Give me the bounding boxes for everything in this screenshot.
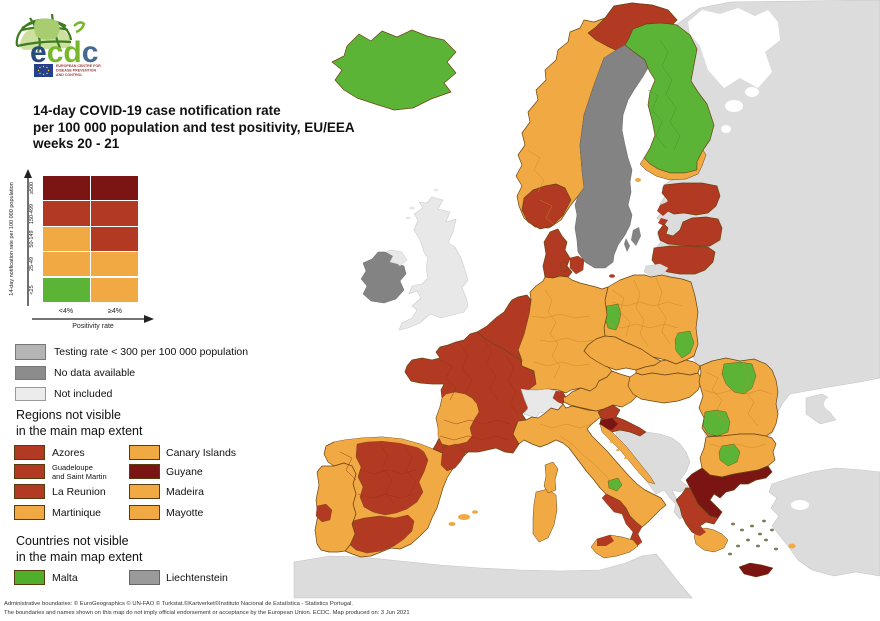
svg-text:EUROPEAN CENTRE FOR: EUROPEAN CENTRE FOR (56, 64, 101, 68)
svg-text:AND CONTROL: AND CONTROL (56, 73, 83, 77)
svg-text:DISEASE PREVENTION: DISEASE PREVENTION (56, 69, 97, 73)
svg-text:ecdc: ecdc (30, 36, 98, 69)
